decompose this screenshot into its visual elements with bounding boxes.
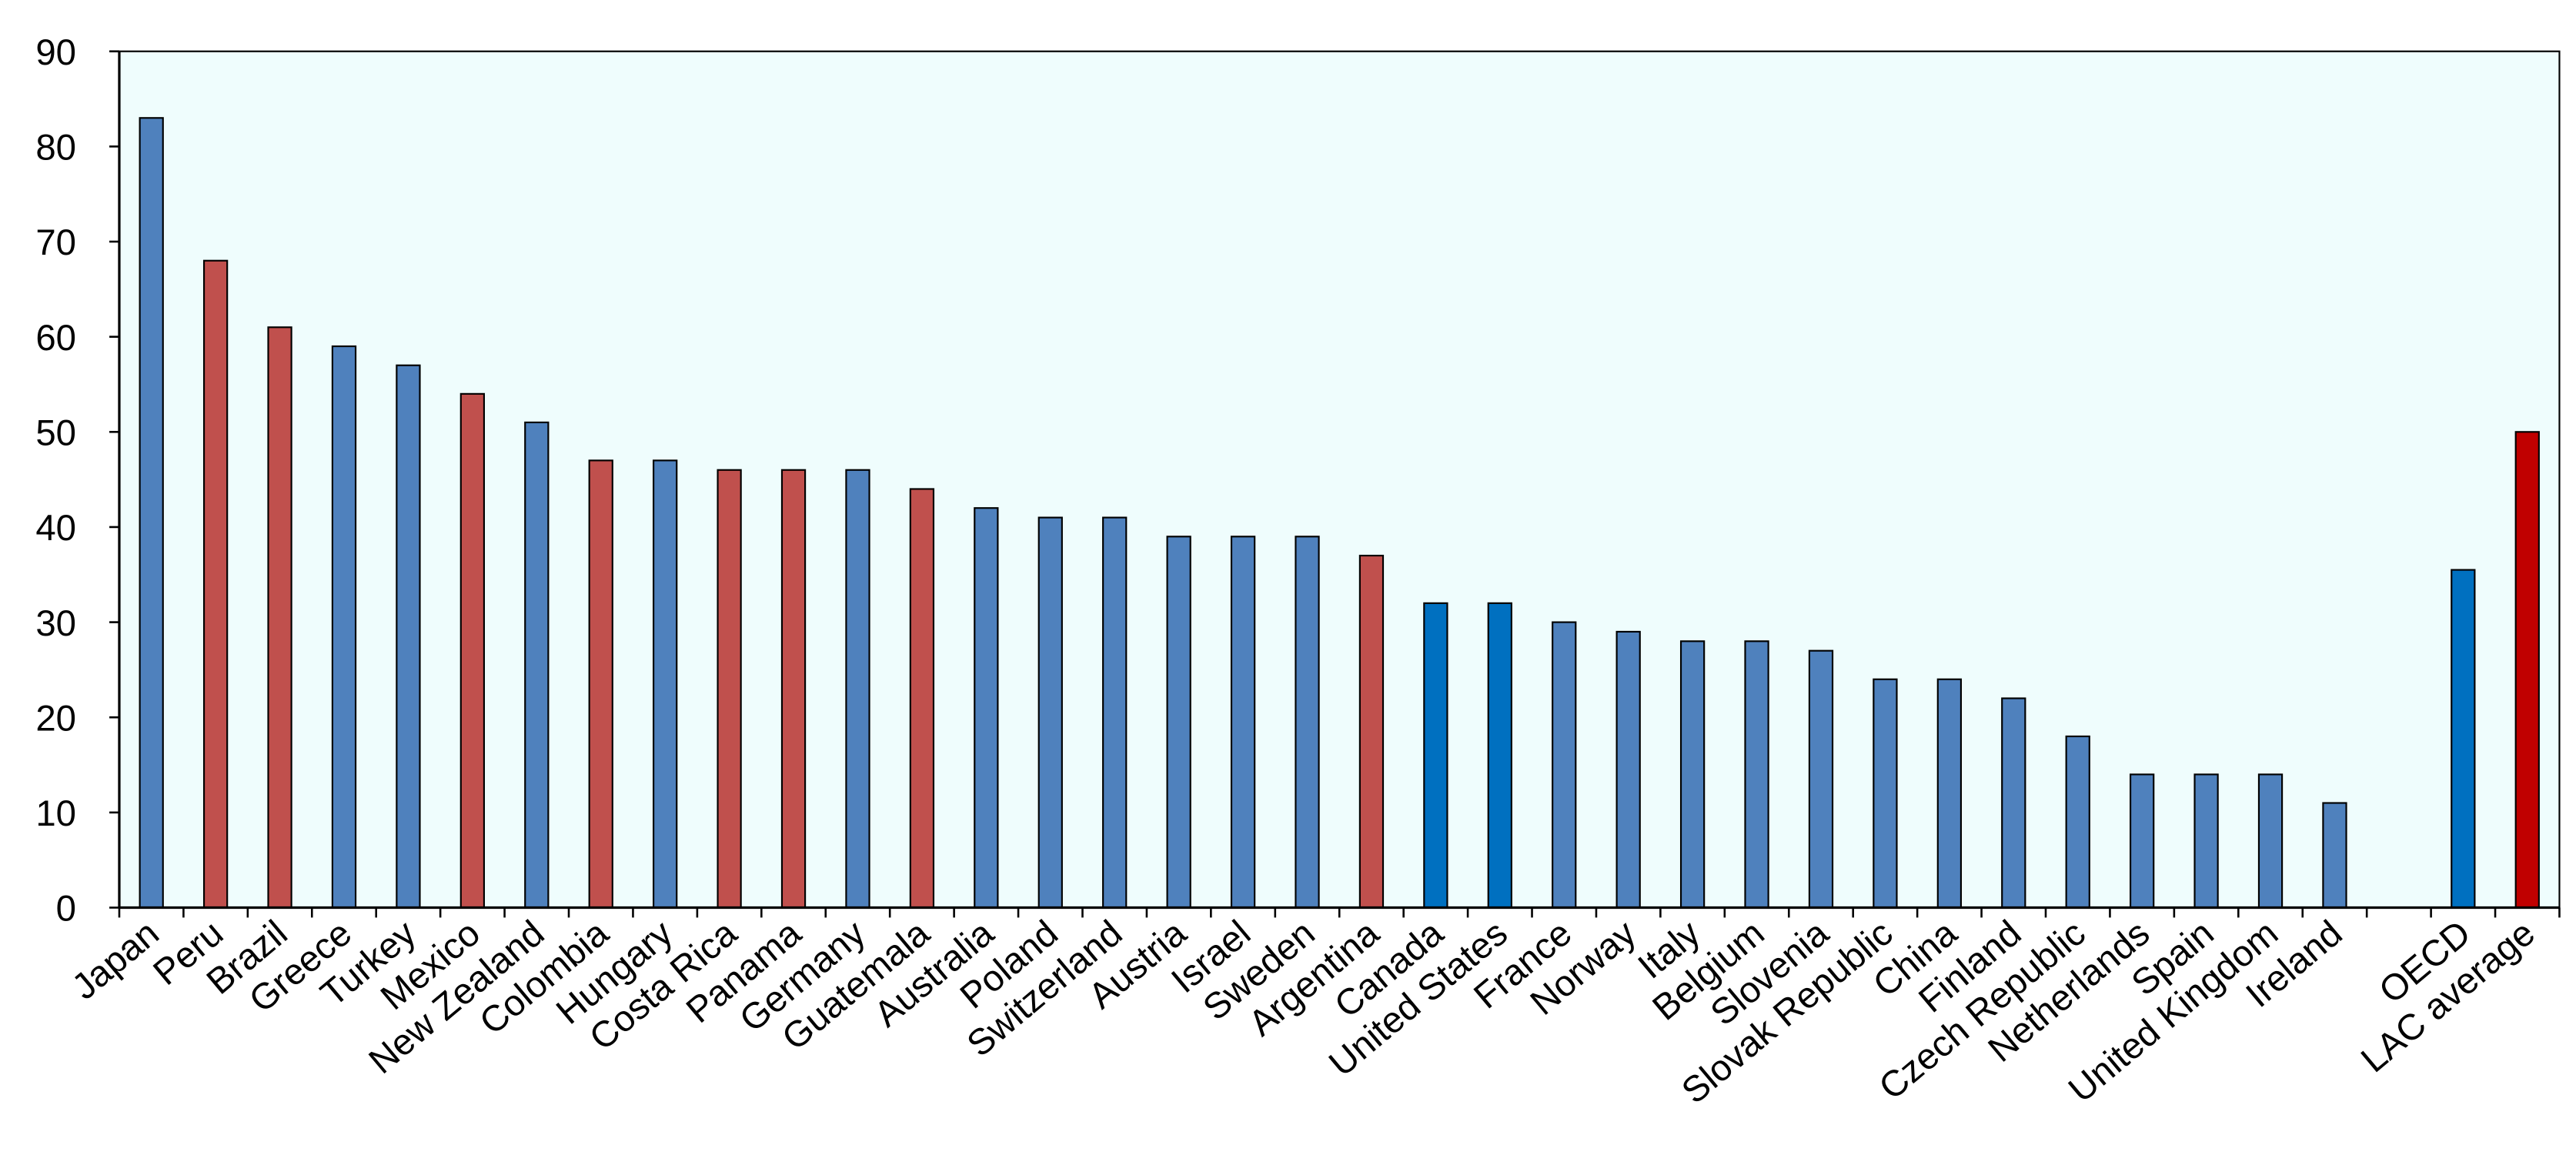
bar — [331, 345, 357, 909]
bar — [1615, 630, 1641, 909]
bar — [1936, 678, 1962, 909]
bar — [845, 469, 870, 909]
y-tick-label: 0 — [56, 889, 76, 930]
bar — [780, 469, 807, 909]
bar — [524, 421, 550, 909]
bar — [2257, 773, 2284, 909]
bar — [717, 469, 742, 909]
bar — [1808, 649, 1834, 909]
bar — [2193, 773, 2219, 909]
bar — [2130, 773, 2155, 909]
bar — [1230, 536, 1256, 909]
plot-area — [118, 50, 2561, 909]
bar — [909, 488, 935, 909]
bar — [267, 326, 292, 909]
bar — [202, 259, 229, 909]
bar — [588, 459, 613, 909]
y-tick-label: 40 — [35, 508, 76, 549]
bar — [1679, 640, 1706, 909]
y-tick-label: 70 — [35, 222, 76, 263]
bar — [1552, 621, 1577, 909]
bar — [1873, 678, 1898, 909]
y-tick-label: 50 — [35, 413, 76, 454]
bar — [459, 392, 486, 909]
bar — [2065, 735, 2090, 909]
bar — [1744, 640, 1769, 909]
bar — [1037, 516, 1063, 909]
bar — [2451, 569, 2476, 909]
bar — [974, 507, 999, 909]
y-tick-label: 10 — [35, 793, 76, 834]
bar — [2514, 431, 2540, 909]
y-tick-label: 60 — [35, 318, 76, 359]
y-tick-label: 20 — [35, 698, 76, 739]
bar — [1102, 516, 1128, 909]
bar — [1295, 536, 1320, 909]
bar — [2001, 697, 2026, 909]
bar — [1166, 536, 1191, 909]
bar — [1487, 602, 1512, 909]
bar — [2322, 802, 2347, 909]
y-tick-label: 90 — [35, 32, 76, 73]
bar — [139, 117, 164, 909]
y-tick-label: 30 — [35, 603, 76, 644]
bar — [653, 459, 678, 909]
bar — [1358, 554, 1385, 909]
y-tick-label: 80 — [35, 128, 76, 169]
bar — [1423, 602, 1448, 909]
bar — [396, 364, 421, 909]
